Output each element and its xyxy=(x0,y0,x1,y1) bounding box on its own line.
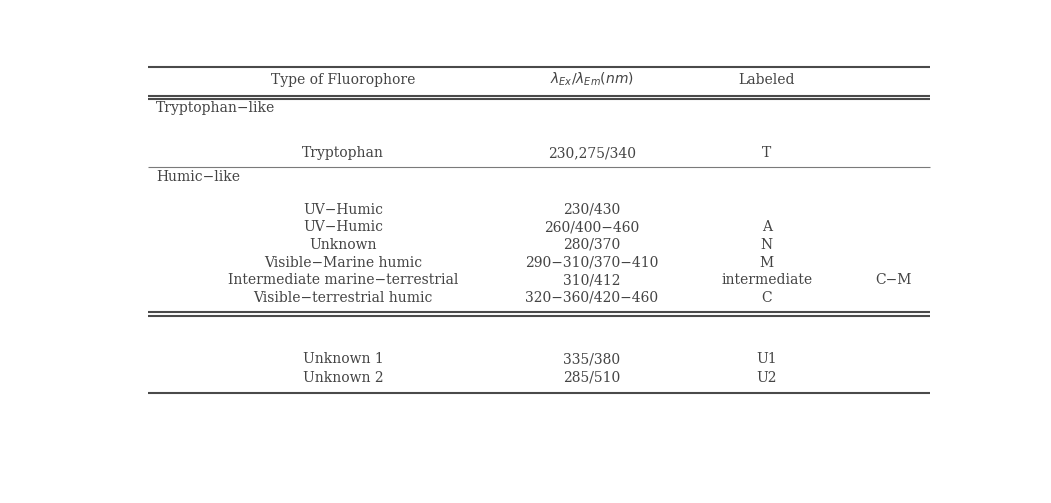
Text: 260/400−460: 260/400−460 xyxy=(544,220,639,234)
Text: 230,275/340: 230,275/340 xyxy=(548,146,636,160)
Text: Labeled: Labeled xyxy=(739,73,795,87)
Text: 290−310/370−410: 290−310/370−410 xyxy=(524,256,658,270)
Text: 285/510: 285/510 xyxy=(563,371,620,385)
Text: UV−Humic: UV−Humic xyxy=(303,203,384,217)
Text: Visible−terrestrial humic: Visible−terrestrial humic xyxy=(253,291,433,305)
Text: Type of Fluorophore: Type of Fluorophore xyxy=(271,73,415,87)
Text: 230/430: 230/430 xyxy=(563,203,620,217)
Text: Humic−like: Humic−like xyxy=(156,170,240,184)
Text: intermediate: intermediate xyxy=(721,273,812,287)
Text: Visible−Marine humic: Visible−Marine humic xyxy=(264,256,423,270)
Text: 335/380: 335/380 xyxy=(563,353,620,366)
Text: 320−360/420−460: 320−360/420−460 xyxy=(526,291,658,305)
Text: C: C xyxy=(761,291,772,305)
Text: U1: U1 xyxy=(757,353,777,366)
Text: Unknown 1: Unknown 1 xyxy=(303,353,384,366)
Text: 280/370: 280/370 xyxy=(563,238,620,252)
Text: A: A xyxy=(762,220,771,234)
Text: U2: U2 xyxy=(757,371,777,385)
Text: N: N xyxy=(761,238,772,252)
Text: Tryptophan−like: Tryptophan−like xyxy=(156,102,275,115)
Text: Tryptophan: Tryptophan xyxy=(303,146,384,160)
Text: Unknown: Unknown xyxy=(309,238,377,252)
Text: C−M: C−M xyxy=(874,273,911,287)
Text: M: M xyxy=(760,256,774,270)
Text: 310/412: 310/412 xyxy=(563,273,620,287)
Text: $\lambda_{Ex}/\lambda_{Em}(nm)$: $\lambda_{Ex}/\lambda_{Em}(nm)$ xyxy=(550,71,634,89)
Text: Unknown 2: Unknown 2 xyxy=(303,371,384,385)
Text: T: T xyxy=(762,146,771,160)
Text: Intermediate marine−terrestrial: Intermediate marine−terrestrial xyxy=(228,273,458,287)
Text: UV−Humic: UV−Humic xyxy=(303,220,384,234)
